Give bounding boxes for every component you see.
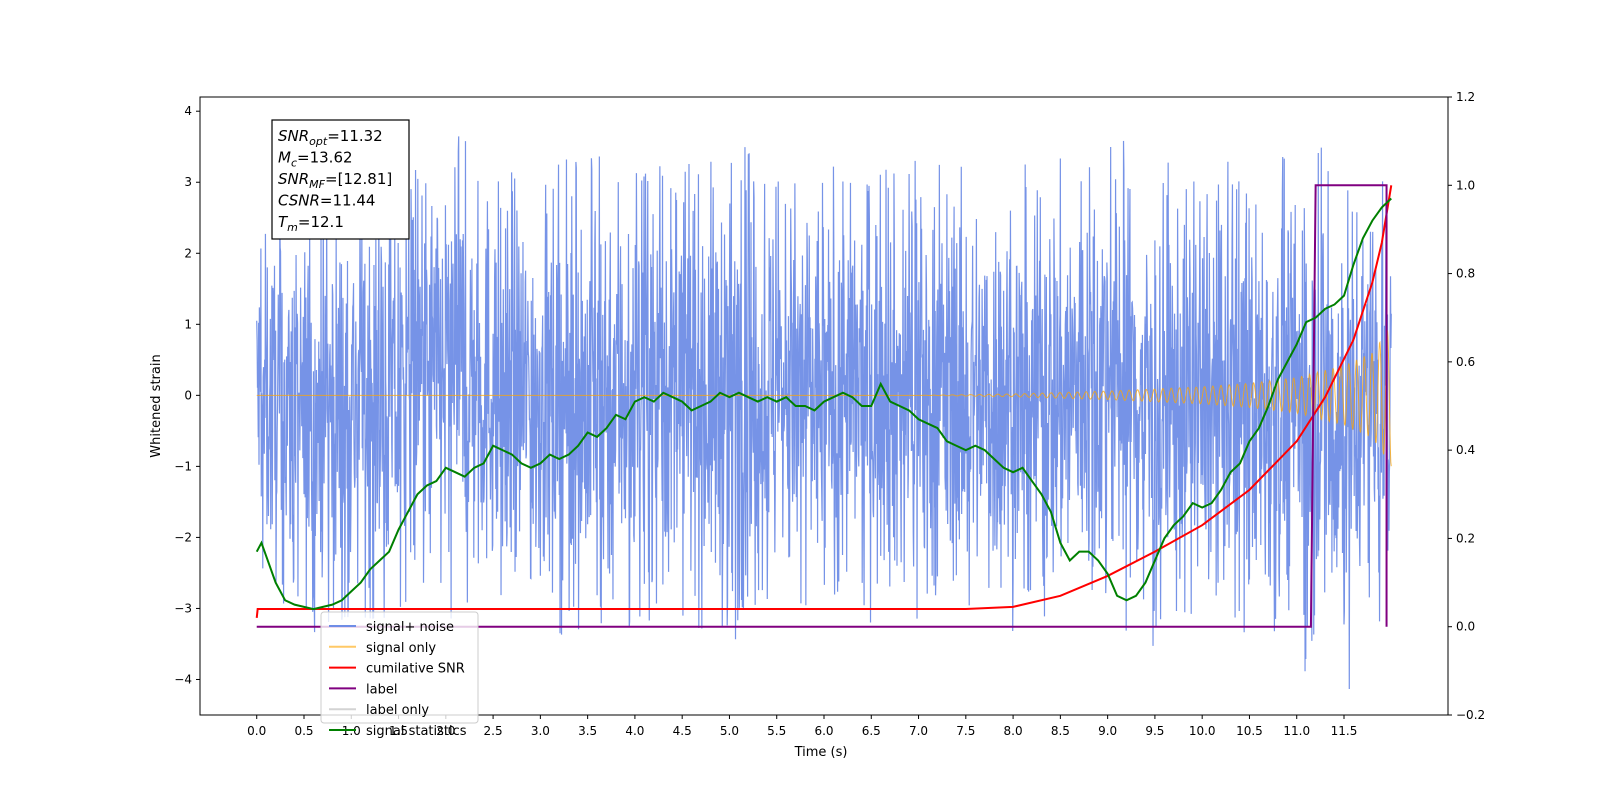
y-tick-label: 0 <box>184 388 192 402</box>
y2-tick-label: 0.2 <box>1456 531 1475 545</box>
y2-tick-label: 1.0 <box>1456 178 1475 192</box>
x-tick-label: 3.5 <box>578 724 597 738</box>
annotation-symbol: T <box>278 213 289 231</box>
legend-label: signal only <box>366 641 436 656</box>
annotation-subscript: m <box>287 221 298 234</box>
y-tick-label: 2 <box>184 246 192 260</box>
x-tick-label: 2.0 <box>436 724 455 738</box>
x-tick-label: 10.0 <box>1189 724 1216 738</box>
legend-label: signal+ noise <box>366 620 454 635</box>
annotation-value: =11.44 <box>320 192 376 210</box>
annotation-value: =12.1 <box>298 213 344 231</box>
y2-tick-label: 0.0 <box>1456 620 1475 634</box>
y-tick-label: −3 <box>174 601 192 615</box>
cumulative-snr-line <box>255 185 1393 618</box>
annotation-box-frame <box>271 119 410 240</box>
annotation-subscript: opt <box>309 135 328 148</box>
y2-tick-label: 0.6 <box>1456 355 1475 369</box>
y2-tick-label: 0.8 <box>1456 267 1475 281</box>
x-tick-label: 9.5 <box>1145 724 1164 738</box>
annotation-value: =13.62 <box>297 149 353 167</box>
legend-label: signal statistics <box>366 724 467 739</box>
y-axis-right: −0.2 0.0 0.2 0.4 0.6 0.8 1.0 1.2 <box>1448 90 1485 722</box>
annotation-line: SNRMF=[12.81] <box>278 170 392 191</box>
x-tick-label: 10.5 <box>1236 724 1263 738</box>
legend-label: label only <box>366 703 429 718</box>
x-tick-label: 5.0 <box>720 724 739 738</box>
y-axis-label: Whitened strain <box>149 354 164 457</box>
metrics-annotation: SNRopt=11.32Mc=13.62SNRMF=[12.81]CSNR=11… <box>271 119 410 240</box>
y2-tick-label: 0.4 <box>1456 443 1475 457</box>
x-axis-label: Time (s) <box>794 745 848 760</box>
y-tick-label: 1 <box>184 317 192 331</box>
x-tick-label: 3.0 <box>531 724 550 738</box>
y2-tick-label: 1.2 <box>1456 90 1475 104</box>
annotation-symbol: SNR <box>278 127 309 145</box>
legend-label: label <box>366 682 397 697</box>
annotation-value: =[12.81] <box>325 170 392 188</box>
annotation-symbol: CSNR <box>278 192 320 210</box>
annotation-symbol: M <box>278 149 291 167</box>
label-line <box>256 184 1388 628</box>
annotation-line: SNRopt=11.32 <box>278 127 383 148</box>
x-tick-label: 4.5 <box>673 724 692 738</box>
x-tick-label: 7.0 <box>909 724 928 738</box>
x-tick-label: 7.5 <box>956 724 975 738</box>
x-tick-label: 8.5 <box>1051 724 1070 738</box>
legend-label: cumilative SNR <box>366 662 465 677</box>
annotation-line: CSNR=11.44 <box>278 192 375 210</box>
y-axis-left: −4 −3 −2 −1 0 1 2 3 4 <box>174 104 200 686</box>
x-tick-label: 1.5 <box>389 724 408 738</box>
annotation-line: Mc=13.62 <box>278 149 353 170</box>
signal-plus-noise-line <box>256 136 1392 689</box>
annotation-symbol: SNR <box>278 170 309 188</box>
x-tick-label: 5.5 <box>767 724 786 738</box>
series-layer <box>255 136 1393 689</box>
y-tick-label: −4 <box>174 672 192 686</box>
x-tick-label: 2.5 <box>484 724 503 738</box>
legend-frame <box>320 611 479 724</box>
x-tick-label: 11.5 <box>1331 724 1358 738</box>
y2-tick-label: −0.2 <box>1456 708 1485 722</box>
x-tick-label: 6.0 <box>814 724 833 738</box>
y-tick-label: 4 <box>184 104 192 118</box>
signal-statistics-line <box>255 197 1392 611</box>
annotation-value: =11.32 <box>327 127 383 145</box>
x-axis: 0.00.51.01.52.02.53.03.54.04.55.05.56.06… <box>247 715 1357 738</box>
annotation-line: Tm=12.1 <box>278 213 344 234</box>
x-tick-label: 11.0 <box>1283 724 1310 738</box>
x-tick-label: 0.5 <box>294 724 313 738</box>
annotation-subscript: c <box>291 157 297 170</box>
y-tick-label: −1 <box>174 459 192 473</box>
x-tick-label: 0.0 <box>247 724 266 738</box>
annotation-subscript: MF <box>309 178 325 191</box>
x-tick-label: 8.0 <box>1004 724 1023 738</box>
y-tick-label: −2 <box>174 530 192 544</box>
y-tick-label: 3 <box>184 175 192 189</box>
x-tick-label: 9.0 <box>1098 724 1117 738</box>
legend: signal+ noise signal only cumilative SNR la… <box>320 611 479 739</box>
x-tick-label: 6.5 <box>862 724 881 738</box>
signal-only-line <box>256 330 1392 467</box>
x-tick-label: 4.0 <box>625 724 644 738</box>
